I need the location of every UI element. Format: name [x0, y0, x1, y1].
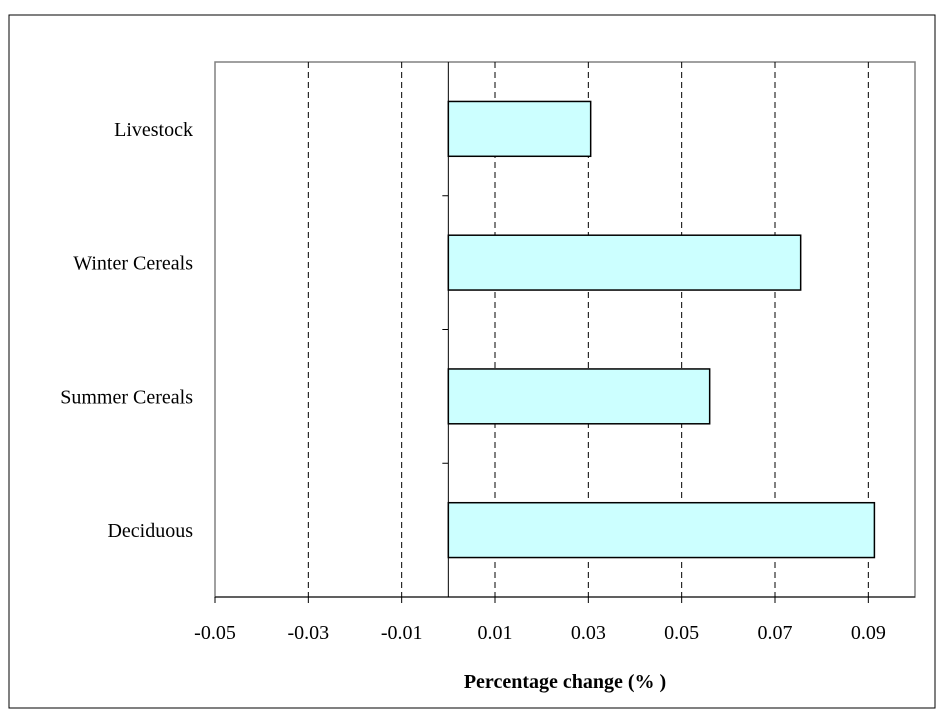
bar	[447, 100, 592, 158]
category-label: Winter Cereals	[73, 253, 193, 275]
x-tick-label: 0.03	[571, 622, 606, 644]
category-label: Livestock	[114, 119, 193, 141]
category-label: Deciduous	[107, 520, 193, 542]
x-tick-label: 0.07	[758, 622, 793, 644]
x-tick-label: -0.01	[381, 622, 423, 644]
bar	[447, 234, 802, 291]
axes	[214, 62, 915, 603]
category-label: Summer Cereals	[60, 386, 193, 408]
labels: Livestock Winter Cereals Summer Cereals Dec…	[60, 119, 886, 644]
x-tick-label: -0.05	[194, 622, 236, 644]
bar	[447, 368, 711, 425]
bar	[447, 501, 876, 559]
x-tick-label: 0.05	[664, 622, 699, 644]
x-tick-label: 0.09	[851, 622, 886, 644]
x-axis-title: Percentage change (% )	[464, 671, 666, 693]
x-tick-label: -0.03	[287, 622, 329, 644]
x-tick-label: 0.01	[478, 622, 513, 644]
